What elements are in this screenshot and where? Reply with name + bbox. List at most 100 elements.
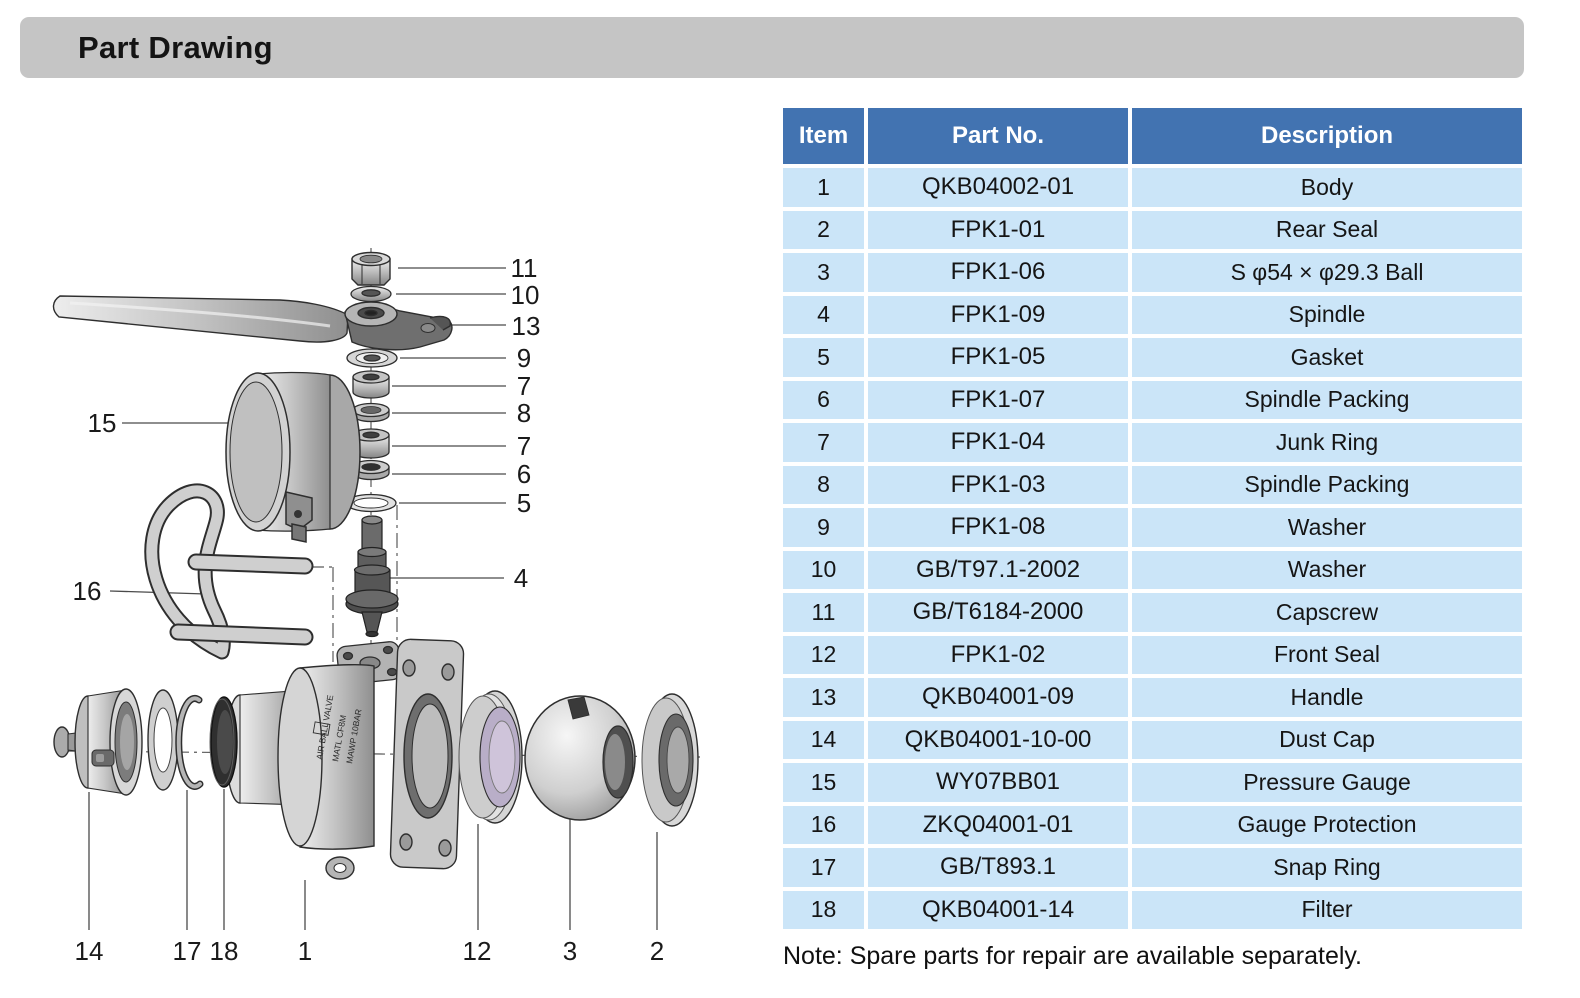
rear-seal-part xyxy=(641,693,699,827)
callout-label: 17 xyxy=(173,936,202,966)
cell-description: Filter xyxy=(1132,890,1522,929)
callout-labels: 11 10 13 9 7 8 7 6 5 4 15 16 14 17 18 1 … xyxy=(73,253,665,966)
handle-part xyxy=(52,295,453,351)
callout-label: 13 xyxy=(512,311,541,341)
cell-description: Gauge Protection xyxy=(1132,805,1522,844)
callout-label: 8 xyxy=(517,398,531,428)
cell-description: Rear Seal xyxy=(1132,210,1522,249)
callout-label: 11 xyxy=(511,253,538,283)
spindle-part xyxy=(345,515,399,638)
cell-part-no: GB/T893.1 xyxy=(868,848,1128,887)
cell-description: Gasket xyxy=(1132,338,1522,377)
cell-description: Handle xyxy=(1132,678,1522,717)
cell-description: Washer xyxy=(1132,508,1522,547)
cell-item: 12 xyxy=(783,635,864,674)
cell-item: 11 xyxy=(783,593,864,632)
callout-label: 16 xyxy=(73,576,102,606)
cell-description: Spindle Packing xyxy=(1132,465,1522,504)
callout-label: 5 xyxy=(517,488,531,518)
cell-part-no: FPK1-07 xyxy=(868,380,1128,419)
cell-description: Front Seal xyxy=(1132,635,1522,674)
cell-part-no: GB/T97.1-2002 xyxy=(868,550,1128,589)
note-text: Note: Spare parts for repair are availab… xyxy=(783,942,1363,970)
cell-item: 15 xyxy=(783,763,864,802)
callout-label: 3 xyxy=(563,936,577,966)
spindle-packing-6-part xyxy=(352,459,390,481)
cell-item: 4 xyxy=(783,295,864,334)
callout-label: 7 xyxy=(517,431,531,461)
capscrew-part xyxy=(351,251,391,286)
callout-label: 7 xyxy=(517,371,531,401)
cell-part-no: FPK1-03 xyxy=(868,465,1128,504)
cell-description: Capscrew xyxy=(1132,593,1522,632)
front-seal-part xyxy=(458,690,523,824)
col-header-description: Description xyxy=(1132,108,1522,164)
parts-table: Item Part No. Description 1 QKB04002-01 … xyxy=(783,108,1522,929)
pressure-gauge-part xyxy=(225,371,361,543)
ball-part xyxy=(524,695,636,821)
valve-body-part xyxy=(225,638,465,880)
spindle-packing-8-part xyxy=(352,402,390,423)
callout-label: 12 xyxy=(463,936,492,966)
exploded-view-diagram: AIR BALL VALVE MATL CF8M MAWP 10BAR xyxy=(52,248,701,966)
callout-label: 6 xyxy=(517,459,531,489)
cell-description: Spindle Packing xyxy=(1132,380,1522,419)
callout-label: 15 xyxy=(88,408,117,438)
snap-ring-part xyxy=(147,689,204,791)
cell-part-no: FPK1-02 xyxy=(868,635,1128,674)
dust-cap-part xyxy=(53,688,143,796)
cell-part-no: FPK1-08 xyxy=(868,508,1128,547)
cell-item: 10 xyxy=(783,550,864,589)
page-title: Part Drawing xyxy=(78,29,273,65)
cell-part-no: WY07BB01 xyxy=(868,763,1128,802)
cell-item: 3 xyxy=(783,253,864,292)
callout-label: 18 xyxy=(210,936,239,966)
cell-item: 13 xyxy=(783,678,864,717)
cell-part-no: FPK1-04 xyxy=(868,423,1128,462)
junk-ring-upper-part xyxy=(352,370,390,399)
washer-10-part xyxy=(350,285,392,303)
cell-part-no: FPK1-05 xyxy=(868,338,1128,377)
cell-description: S φ54 × φ29.3 Ball xyxy=(1132,253,1522,292)
cell-item: 9 xyxy=(783,508,864,547)
callout-label: 1 xyxy=(298,936,312,966)
cell-item: 18 xyxy=(783,890,864,929)
junk-ring-lower-part xyxy=(352,428,390,459)
cell-item: 5 xyxy=(783,338,864,377)
cell-part-no: QKB04001-14 xyxy=(868,890,1128,929)
col-header-item: Item xyxy=(783,108,864,164)
cell-part-no: FPK1-01 xyxy=(868,210,1128,249)
washer-9-part xyxy=(346,348,398,368)
cell-item: 7 xyxy=(783,423,864,462)
cell-description: Dust Cap xyxy=(1132,720,1522,759)
cell-part-no: ZKQ04001-01 xyxy=(868,805,1128,844)
cell-description: Pressure Gauge xyxy=(1132,763,1522,802)
cell-description: Spindle xyxy=(1132,295,1522,334)
cell-item: 8 xyxy=(783,465,864,504)
callout-label: 2 xyxy=(650,936,664,966)
title-bar: Part Drawing xyxy=(20,17,1524,78)
cell-item: 2 xyxy=(783,210,864,249)
col-header-part-no: Part No. xyxy=(868,108,1128,164)
filter-part xyxy=(209,696,238,788)
gauge-protection-part xyxy=(144,483,314,660)
cell-part-no: QKB04002-01 xyxy=(868,168,1128,207)
cell-part-no: GB/T6184-2000 xyxy=(868,593,1128,632)
cell-item: 6 xyxy=(783,380,864,419)
callout-label: 4 xyxy=(514,563,528,593)
cell-item: 1 xyxy=(783,168,864,207)
cell-item: 17 xyxy=(783,848,864,887)
cell-part-no: QKB04001-09 xyxy=(868,678,1128,717)
cell-description: Snap Ring xyxy=(1132,848,1522,887)
cell-description: Junk Ring xyxy=(1132,423,1522,462)
cell-description: Washer xyxy=(1132,550,1522,589)
callout-label: 10 xyxy=(511,280,540,310)
callout-label: 14 xyxy=(75,936,104,966)
cell-part-no: QKB04001-10-00 xyxy=(868,720,1128,759)
cell-part-no: FPK1-06 xyxy=(868,253,1128,292)
cell-part-no: FPK1-09 xyxy=(868,295,1128,334)
cell-item: 14 xyxy=(783,720,864,759)
cell-description: Body xyxy=(1132,168,1522,207)
callout-label: 9 xyxy=(517,343,531,373)
